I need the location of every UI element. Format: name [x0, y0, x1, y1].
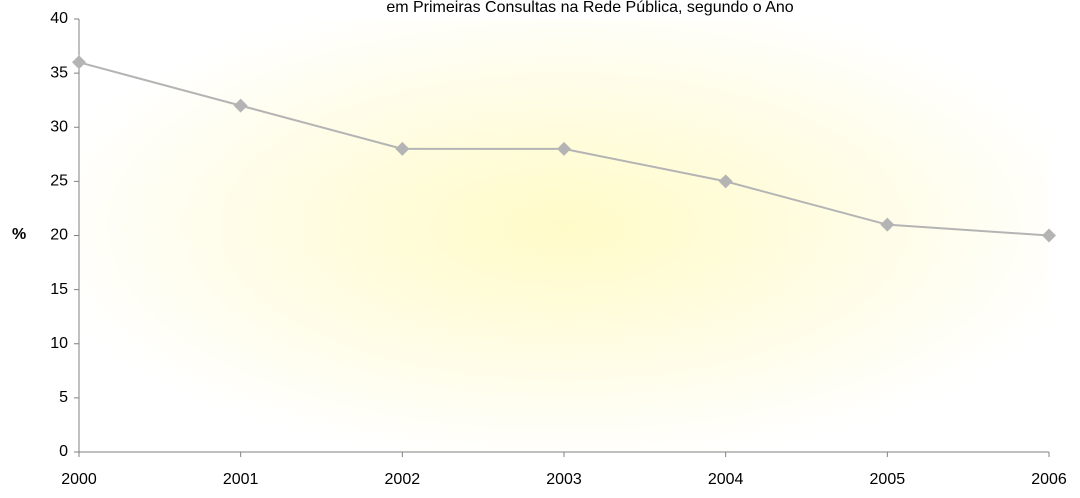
x-tick-label: 2003 — [546, 471, 582, 488]
marker — [718, 174, 733, 189]
y-tick-label: 20 — [50, 227, 68, 244]
marker — [233, 98, 248, 113]
y-axis-label: % — [12, 226, 26, 243]
y-tick-label: 35 — [50, 64, 68, 81]
plot-background — [79, 19, 1049, 452]
y-tick-label: 10 — [50, 335, 68, 352]
x-tick-label: 2006 — [1031, 471, 1067, 488]
y-tick-label: 15 — [50, 281, 68, 298]
marker — [395, 141, 410, 156]
y-tick-label: 30 — [50, 118, 68, 135]
y-tick-label: 40 — [50, 10, 68, 27]
x-tick-label: 2005 — [870, 471, 906, 488]
marker — [880, 217, 895, 232]
x-tick-label: 2004 — [708, 471, 744, 488]
y-tick-label: 25 — [50, 173, 68, 190]
chart-title: em Primeiras Consultas na Rede Pública, … — [386, 0, 793, 16]
marker — [1042, 228, 1056, 243]
marker — [72, 55, 86, 70]
x-tick-label: 2002 — [385, 471, 421, 488]
x-tick-label: 2000 — [61, 471, 97, 488]
y-tick-label: 5 — [59, 389, 68, 406]
marker — [557, 141, 571, 156]
y-tick-label: 0 — [59, 443, 68, 460]
x-tick-label: 2001 — [223, 471, 259, 488]
